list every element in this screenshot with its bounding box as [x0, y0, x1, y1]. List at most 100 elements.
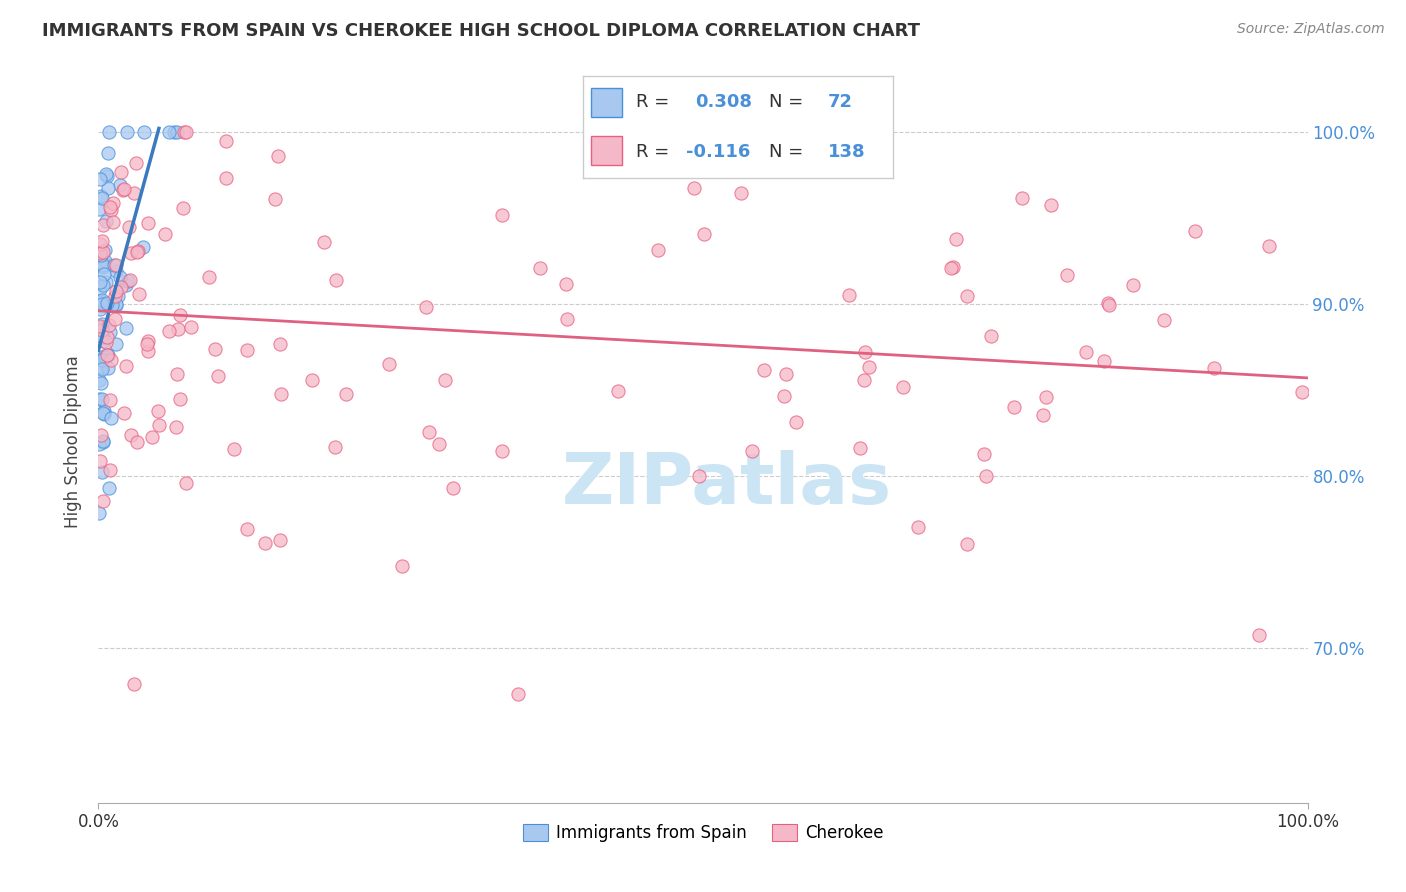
Point: [529, 261, 551, 276]
Point: [159, 324, 181, 338]
Point: [90, 427, 112, 442]
Point: [1074, 345, 1097, 359]
Point: [89, 319, 111, 334]
Point: [204, 342, 226, 356]
Point: [858, 360, 880, 375]
Text: R =: R =: [636, 144, 675, 161]
Point: [97, 145, 120, 160]
Point: [174, 476, 197, 491]
Text: N =: N =: [769, 144, 808, 161]
Point: [93, 267, 115, 281]
Point: [96, 349, 118, 363]
Point: [1291, 385, 1313, 400]
Point: [93, 407, 115, 421]
Point: [127, 244, 149, 259]
Point: [269, 336, 291, 351]
Point: [301, 374, 323, 388]
Point: [136, 337, 159, 351]
Point: [90, 376, 112, 391]
Point: [1092, 354, 1115, 368]
Point: [415, 300, 437, 314]
Point: [838, 287, 860, 301]
Text: 72: 72: [828, 93, 853, 111]
Point: [323, 441, 346, 455]
Point: [172, 201, 194, 215]
Point: [97, 348, 120, 362]
Point: [103, 258, 125, 272]
Point: [752, 363, 775, 377]
Text: -0.116: -0.116: [686, 144, 749, 161]
Point: [125, 156, 148, 170]
Point: [128, 287, 150, 301]
Point: [91, 235, 114, 249]
Bar: [591, 88, 621, 117]
Point: [94, 254, 117, 268]
Point: [98, 392, 121, 407]
Point: [108, 269, 131, 284]
Point: [89, 172, 111, 186]
Point: [98, 325, 121, 339]
Point: [166, 367, 188, 381]
Point: [104, 284, 127, 298]
Point: [693, 227, 716, 241]
Point: [100, 410, 122, 425]
Text: IMMIGRANTS FROM SPAIN VS CHEROKEE HIGH SCHOOL DIPLOMA CORRELATION CHART: IMMIGRANTS FROM SPAIN VS CHEROKEE HIGH S…: [42, 22, 920, 40]
Point: [93, 404, 115, 418]
Point: [111, 183, 134, 197]
Point: [976, 469, 998, 483]
Point: [1039, 198, 1062, 212]
Point: [1122, 278, 1144, 293]
Point: [141, 430, 163, 444]
Point: [269, 533, 291, 547]
Point: [91, 259, 114, 273]
Point: [491, 208, 513, 222]
Point: [945, 232, 967, 246]
Point: [120, 428, 142, 442]
Point: [89, 246, 111, 260]
Point: [118, 273, 141, 287]
Point: [1257, 239, 1279, 253]
Point: [93, 349, 115, 363]
Point: [90, 329, 112, 343]
Point: [110, 165, 132, 179]
Point: [173, 125, 195, 139]
Point: [1153, 313, 1175, 327]
Point: [1056, 268, 1078, 282]
Point: [980, 329, 1002, 343]
Point: [1184, 224, 1206, 238]
Point: [90, 362, 112, 376]
Point: [849, 441, 872, 455]
Point: [222, 442, 245, 456]
Point: [89, 302, 111, 317]
Point: [104, 289, 127, 303]
Point: [853, 373, 876, 387]
Point: [117, 274, 139, 288]
Point: [98, 318, 121, 332]
Point: [90, 360, 112, 375]
Point: [1249, 628, 1271, 642]
Point: [215, 134, 238, 148]
Point: [87, 202, 110, 216]
Point: [91, 334, 114, 349]
Point: [100, 203, 122, 218]
Point: [124, 676, 146, 690]
Point: [104, 264, 127, 278]
Point: [108, 178, 131, 192]
Point: [115, 359, 138, 373]
Point: [91, 406, 114, 420]
Point: [1035, 390, 1057, 404]
Point: [942, 260, 965, 274]
Point: [91, 278, 114, 293]
Point: [176, 125, 198, 139]
Point: [138, 344, 160, 359]
Point: [120, 246, 142, 260]
Point: [91, 297, 114, 311]
Point: [169, 392, 191, 406]
Point: [115, 277, 138, 292]
Point: [115, 125, 138, 139]
Text: N =: N =: [769, 93, 808, 111]
Point: [198, 269, 221, 284]
Point: [90, 293, 112, 308]
Point: [90, 392, 112, 406]
Point: [688, 469, 710, 483]
